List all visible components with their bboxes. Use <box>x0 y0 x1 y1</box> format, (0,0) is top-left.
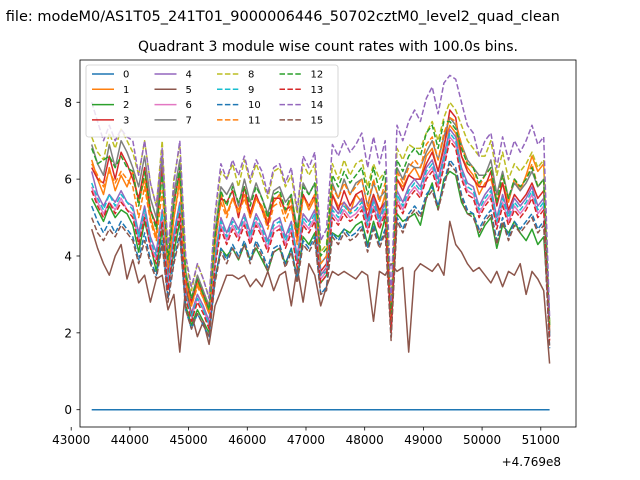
legend-box <box>85 64 339 138</box>
legend-label-0: 0 <box>123 70 129 81</box>
series-group <box>90 74 551 411</box>
legend-label-10: 10 <box>248 100 261 111</box>
chart-title: Quadrant 3 module wise count rates with … <box>138 39 518 55</box>
x-offset-label: +4.769e8 <box>502 455 561 469</box>
x-tick-label: 45000 <box>169 433 207 447</box>
x-tick-label: 50000 <box>463 433 501 447</box>
legend-label-9: 9 <box>248 85 254 96</box>
series-line-12 <box>90 120 551 326</box>
chart-suptitle: n file: modeM0/AS1T05_241T01_9000006446_… <box>0 9 560 25</box>
x-tick-label: 48000 <box>346 433 384 447</box>
y-tick-label: 2 <box>64 326 72 340</box>
legend-label-13: 13 <box>311 85 324 96</box>
y-tick-label: 6 <box>64 173 72 187</box>
x-tick-label: 47000 <box>287 433 325 447</box>
legend-label-11: 11 <box>248 115 261 126</box>
legend-label-15: 15 <box>311 115 324 126</box>
y-tick-label: 4 <box>64 249 72 263</box>
y-tick-label: 8 <box>64 96 72 110</box>
series-line-5 <box>90 220 551 364</box>
legend-label-12: 12 <box>311 70 324 81</box>
legend-label-6: 6 <box>186 100 192 111</box>
legend-label-7: 7 <box>186 115 192 126</box>
x-tick-label: 46000 <box>228 433 266 447</box>
legend-label-5: 5 <box>186 85 192 96</box>
series-line-14 <box>90 74 551 318</box>
legend-label-1: 1 <box>123 85 129 96</box>
x-tick-label: 44000 <box>111 433 149 447</box>
legend-label-8: 8 <box>248 70 254 81</box>
x-tick-label: 49000 <box>404 433 442 447</box>
axes-frame: 43000 44000 45000 46000 47000 48000 49000 50000… <box>52 59 577 447</box>
legend-label-2: 2 <box>123 100 129 111</box>
legend-label-4: 4 <box>186 70 192 81</box>
legend-label-14: 14 <box>311 100 324 111</box>
x-tick-label: 51000 <box>522 433 560 447</box>
series-line-15 <box>91 163 551 349</box>
series-line-13 <box>91 139 551 341</box>
y-tick-label: 0 <box>64 403 72 417</box>
legend-label-3: 3 <box>123 115 129 126</box>
x-tick-label: 43000 <box>52 433 90 447</box>
plot-frame <box>79 59 577 428</box>
